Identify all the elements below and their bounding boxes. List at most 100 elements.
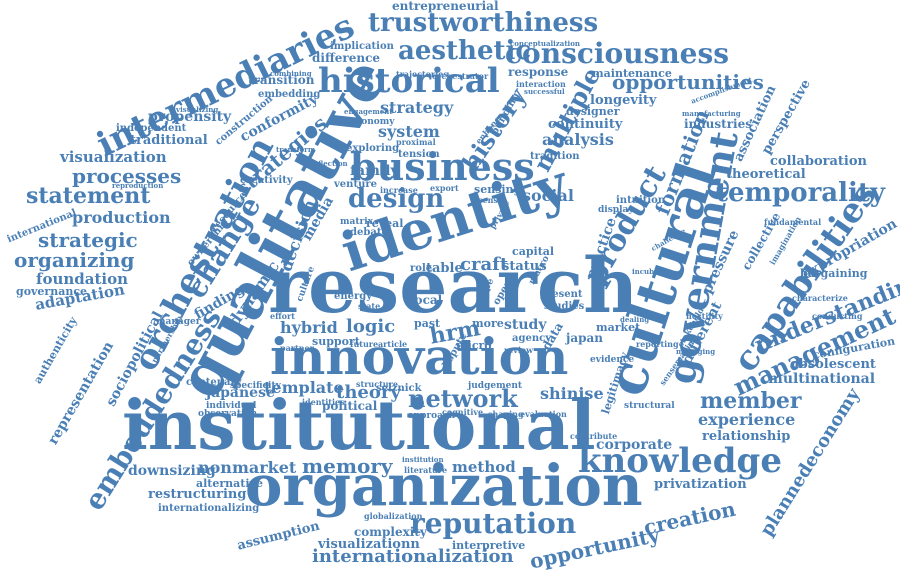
word-innovation: innovation bbox=[270, 327, 569, 386]
word-craft: craft bbox=[460, 254, 509, 275]
word-creativity: creativity bbox=[240, 175, 293, 186]
word-transform: transform bbox=[276, 145, 316, 154]
word-study: study bbox=[504, 317, 547, 333]
word-incubator: incubator bbox=[632, 267, 671, 276]
word-system: system bbox=[378, 122, 440, 141]
word-dealing: dealing bbox=[620, 315, 650, 324]
word-organization: organization bbox=[245, 453, 643, 519]
word-orchestrator: orchestrator bbox=[432, 71, 489, 81]
word-downsizing: downsizing bbox=[128, 463, 216, 479]
word-visualization: visualization bbox=[60, 148, 167, 166]
word-alternative: alternative bbox=[196, 477, 263, 490]
word-continuity: continuity bbox=[548, 117, 623, 132]
word-member: member bbox=[700, 388, 802, 414]
word-reproduction: reproduction bbox=[112, 181, 164, 190]
word-cognitive: cognitive bbox=[442, 407, 484, 417]
word-energy: energy bbox=[334, 291, 373, 302]
word-processes: processes bbox=[72, 164, 182, 188]
word-foundation: foundation bbox=[36, 270, 129, 288]
word-managing: managing bbox=[676, 347, 716, 356]
word-embedding: embedding bbox=[258, 89, 321, 100]
word-evaluation: evaluation bbox=[520, 409, 567, 419]
word-state: state bbox=[358, 301, 381, 311]
word-structural: structural bbox=[624, 401, 675, 411]
word-characterize: characterize bbox=[792, 293, 848, 303]
word-market: market bbox=[596, 321, 641, 334]
word-family: family bbox=[350, 163, 399, 179]
word-propensity: propensity bbox=[148, 109, 232, 125]
word-role: role bbox=[410, 263, 433, 274]
word-logic: logic bbox=[346, 316, 396, 337]
word-observation: observation bbox=[198, 409, 258, 419]
word-conceptualization: conceptualization bbox=[510, 39, 580, 48]
word-reporting: reporting bbox=[636, 339, 679, 349]
word-complexity: complexity bbox=[354, 525, 427, 539]
word-capital: capital bbox=[512, 245, 555, 258]
word-manufacturing: manufacturing bbox=[682, 109, 741, 118]
word-memory: memory bbox=[302, 454, 393, 478]
word-creation: creation bbox=[641, 496, 738, 540]
word-selznick: selznick bbox=[376, 383, 422, 394]
word-shinise: shinise bbox=[540, 384, 604, 403]
word-judgement: judgement bbox=[468, 381, 523, 391]
word-strategy: strategy bbox=[380, 98, 454, 117]
word-research: research bbox=[268, 241, 639, 330]
word-interpretive: interpretive bbox=[452, 539, 526, 552]
word-restructuring: restructuring bbox=[148, 487, 247, 502]
word-sensing: sensing bbox=[474, 183, 522, 196]
word-individual: individual bbox=[206, 401, 257, 411]
word-evidence: evidence bbox=[590, 355, 635, 365]
word-industries: industries bbox=[684, 117, 752, 131]
word-studies: studies bbox=[544, 301, 585, 312]
word-visualizationn: visualizationn bbox=[318, 537, 420, 552]
word-sense: sense bbox=[478, 195, 504, 205]
word-approach: approach bbox=[408, 411, 456, 421]
word-literature: literature bbox=[404, 465, 448, 475]
word-template: template bbox=[264, 378, 344, 397]
word-theoretical: theoretical bbox=[726, 167, 806, 182]
word-japanese: japanese bbox=[206, 385, 275, 401]
word-governance: governance bbox=[16, 285, 88, 298]
word-opportunities: opportunities bbox=[612, 70, 764, 94]
word-identities: identities bbox=[302, 397, 345, 407]
word-specificity: specificity bbox=[230, 381, 281, 391]
word-method: method bbox=[452, 458, 516, 476]
word-export: export bbox=[430, 183, 459, 193]
word-hostility: hostility bbox=[686, 311, 723, 321]
word-collaboration: collaboration bbox=[770, 154, 867, 169]
word-institutional: institutional bbox=[122, 386, 596, 466]
word-analysis: analysis bbox=[542, 130, 614, 149]
word-support: support bbox=[312, 335, 360, 348]
word-longevity: longevity bbox=[590, 93, 657, 108]
word-nonmarket: nonmarket bbox=[198, 458, 297, 477]
word-more: more bbox=[472, 317, 504, 330]
word-internationalizing: internationalizing bbox=[158, 503, 260, 514]
word-organizing: organizing bbox=[14, 248, 135, 272]
word-present: present bbox=[540, 289, 583, 300]
word-assumption: assumption bbox=[235, 518, 322, 554]
word-display: display bbox=[598, 205, 634, 215]
word-strategic: strategic bbox=[38, 228, 138, 252]
word-independent: independent bbox=[116, 123, 187, 134]
word-obsolescent: obsolescent bbox=[790, 357, 876, 372]
word-network: network bbox=[408, 384, 518, 413]
word-social: social bbox=[522, 186, 574, 205]
word-contribute: contribute bbox=[570, 431, 618, 441]
word-designer: designer bbox=[566, 105, 620, 118]
word-proximal: proximal bbox=[396, 137, 436, 147]
word-manager: manager bbox=[156, 317, 201, 327]
word-temporality: temporality bbox=[716, 178, 885, 208]
word-economy: economy bbox=[350, 117, 395, 127]
word-maintenance: maintenance bbox=[592, 67, 672, 80]
word-debate: debate bbox=[350, 227, 388, 238]
word-institution: institution bbox=[402, 455, 444, 464]
word-business: business bbox=[350, 144, 535, 189]
word-trajectories: trajectories bbox=[396, 69, 448, 79]
word-historical: historical bbox=[318, 61, 500, 101]
word-agency: agency bbox=[512, 333, 552, 344]
word-globalization: globalization bbox=[364, 511, 423, 521]
word-past: past bbox=[414, 317, 441, 330]
word-difference: difference bbox=[312, 51, 381, 65]
word-venture: venture bbox=[334, 179, 377, 190]
word-successful: successful bbox=[524, 87, 565, 96]
